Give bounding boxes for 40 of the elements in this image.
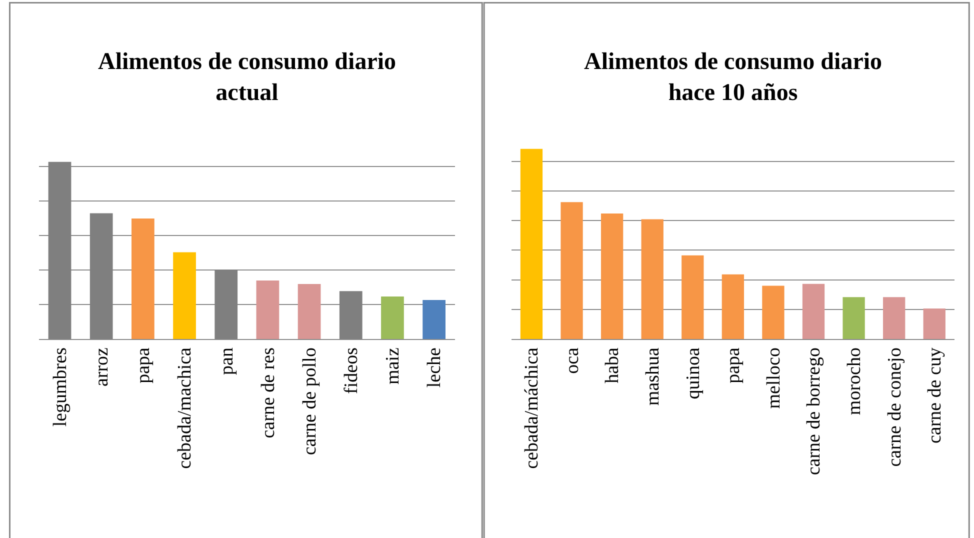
bar	[256, 280, 280, 339]
bar	[600, 214, 624, 339]
bar	[520, 148, 543, 339]
x-tick-label: carne de res	[258, 348, 279, 438]
x-tick-label: quinoa	[682, 346, 704, 400]
bar	[923, 308, 946, 339]
bar	[842, 297, 865, 339]
bar	[722, 274, 744, 339]
x-tick-label: morocho	[844, 348, 865, 416]
bar	[298, 284, 321, 339]
x-tick-label: maiz	[382, 348, 404, 384]
bar	[381, 296, 404, 339]
x-tick-label: cebada/machica	[174, 346, 196, 469]
bar	[560, 202, 583, 339]
x-tick-label: melloco	[763, 348, 784, 409]
x-tick-label: cebada/máchica	[522, 346, 543, 469]
x-tick-label: papa	[723, 346, 744, 384]
x-tick-label: mashua	[642, 346, 664, 406]
chart-title: Alimentos de consumo diario actual	[98, 49, 396, 106]
bar	[422, 300, 446, 339]
x-tick-label: haba	[602, 346, 624, 384]
x-tick-label: carne de pollo	[299, 348, 320, 456]
x-tick-label: carne de borrego	[804, 348, 825, 476]
bar	[682, 255, 704, 339]
bar	[883, 297, 906, 339]
chart-title: Alimentos de consumo diario hace 10 años	[584, 49, 882, 106]
bar	[641, 219, 664, 339]
x-tick-label: pan	[216, 347, 238, 375]
bar	[802, 284, 825, 339]
x-tick-label: legumbres	[50, 348, 71, 427]
x-tick-label: papa	[133, 346, 154, 384]
bar	[173, 252, 196, 339]
x-tick-label: carne de cuy	[924, 347, 946, 444]
x-tick-label: oca	[562, 346, 583, 374]
x-tick-label: arroz	[92, 348, 113, 387]
bar	[762, 286, 784, 339]
bar	[132, 218, 154, 339]
x-tick-label: carne de conejo	[884, 348, 906, 467]
x-tick-label: leche	[424, 348, 446, 388]
x-tick-label: fideos	[341, 348, 362, 394]
